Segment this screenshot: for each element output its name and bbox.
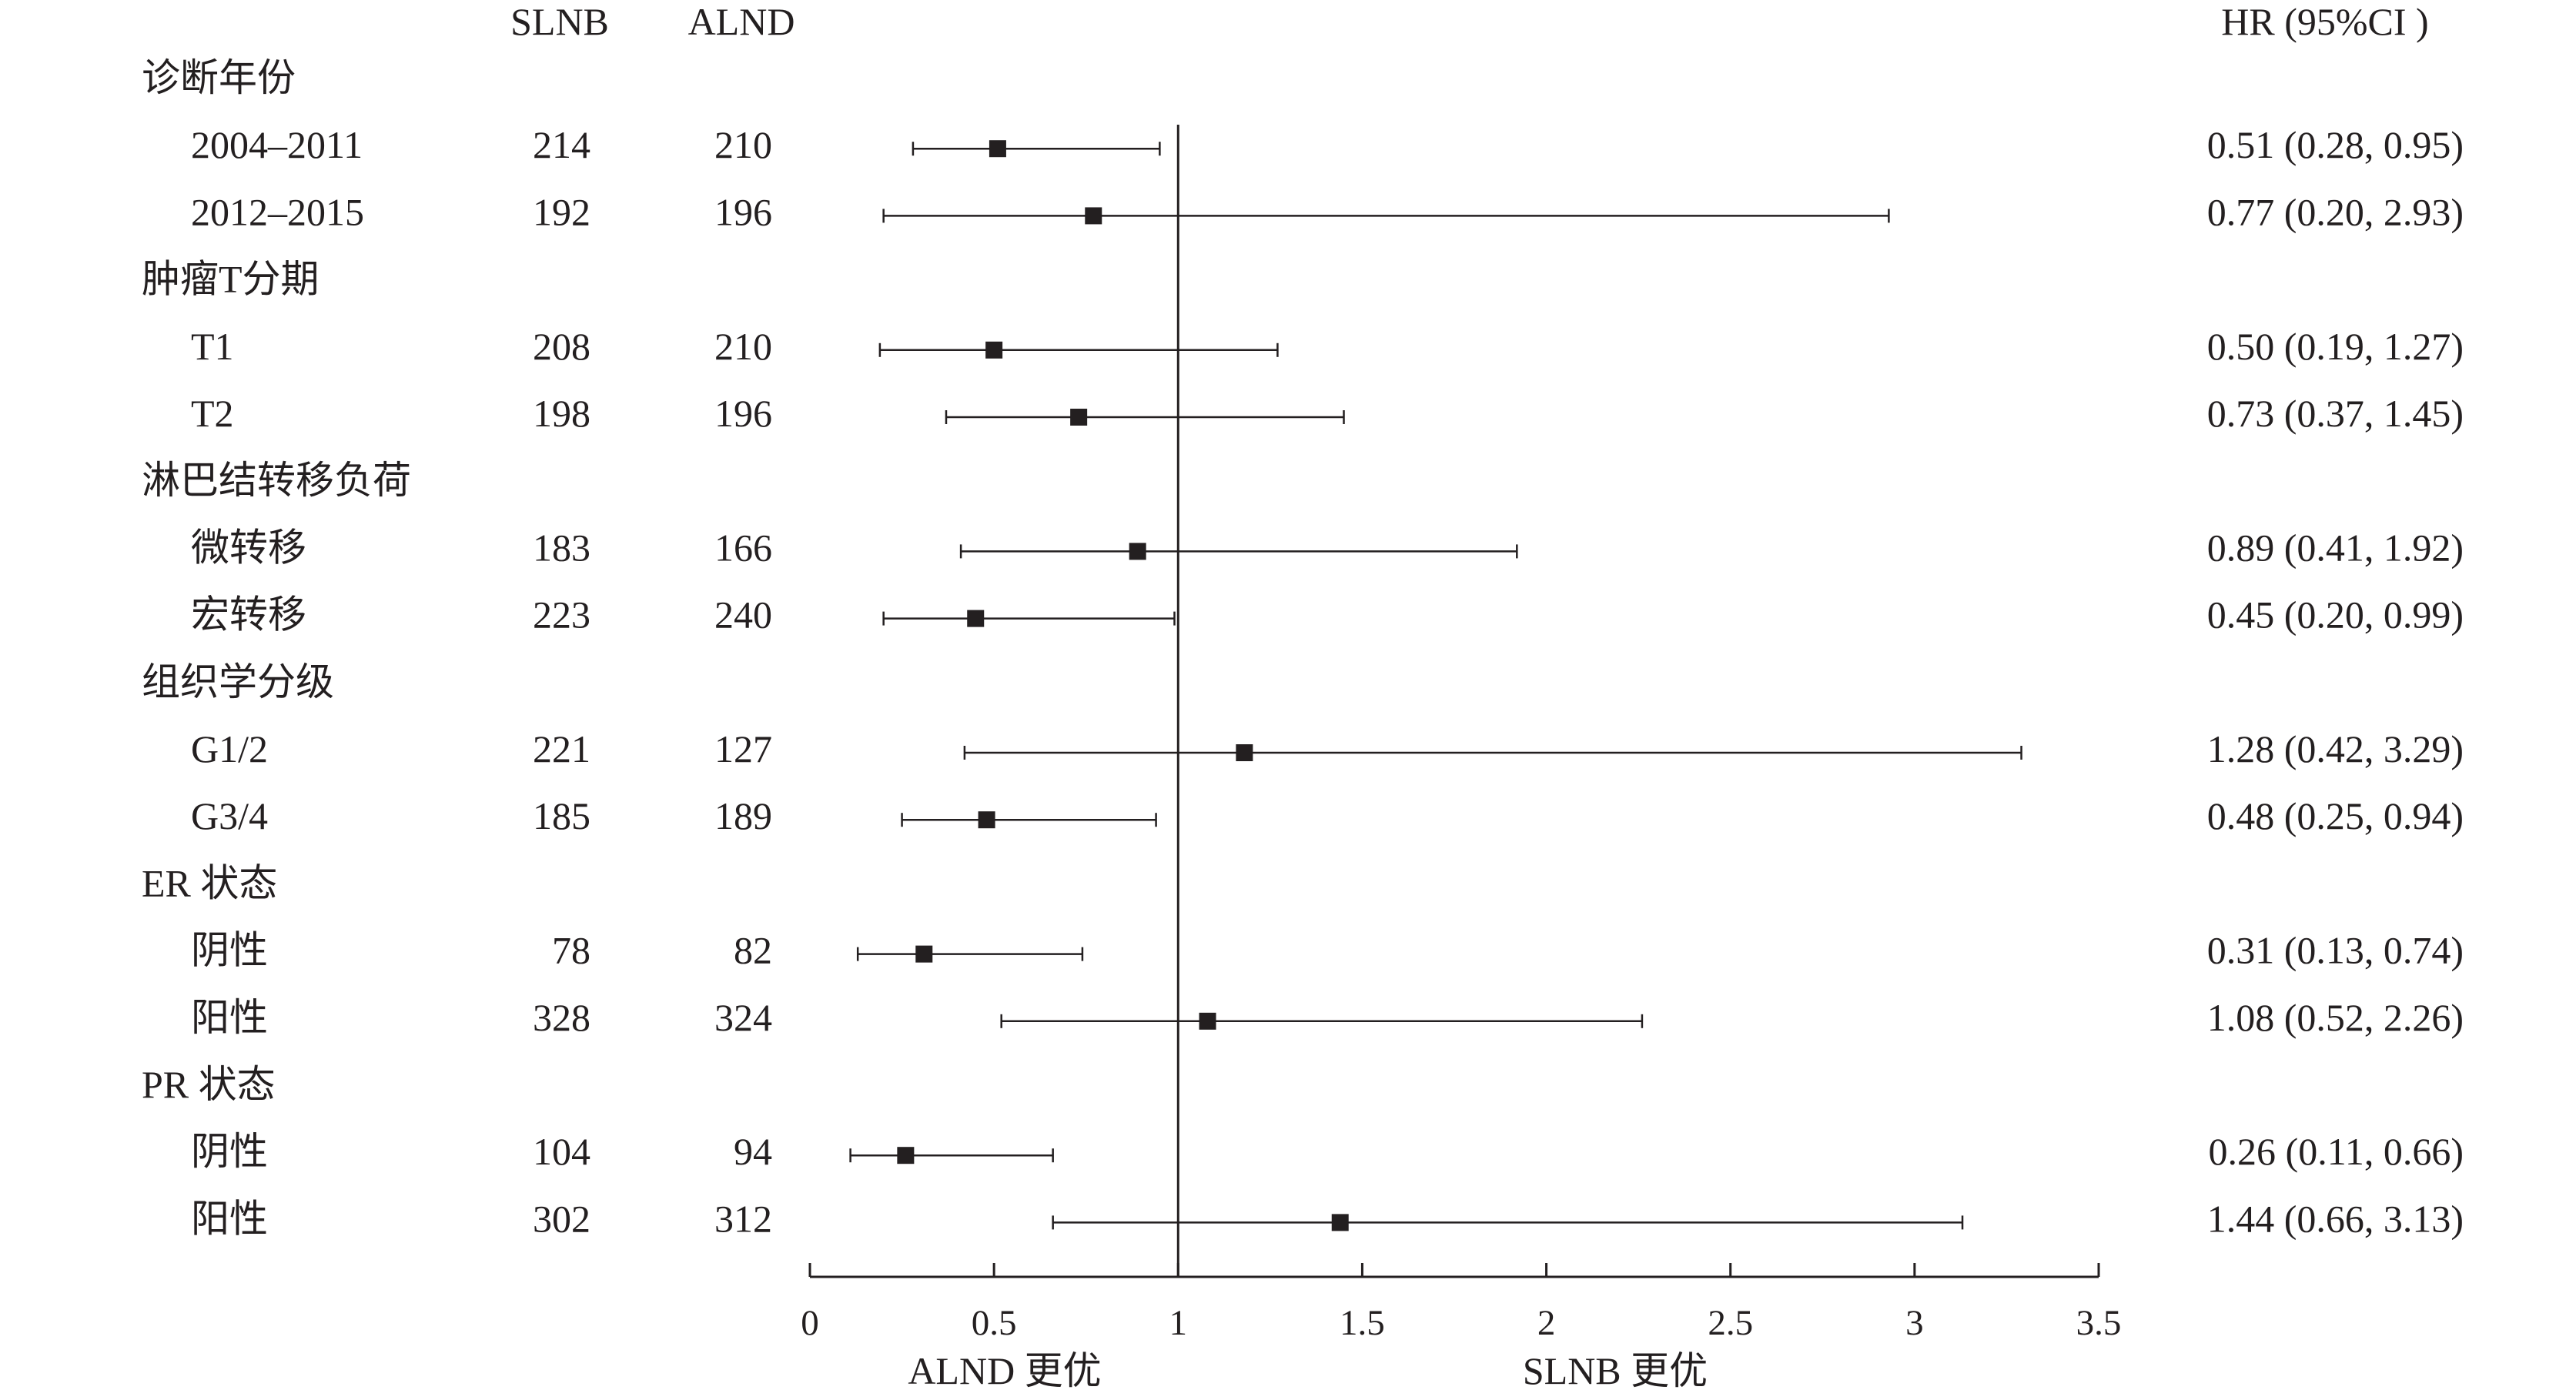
- xlabel-right: SLNB 更优: [1523, 1349, 1708, 1392]
- hr-point: [989, 140, 1006, 158]
- alnd-count: 196: [714, 190, 772, 233]
- hr-ci-text: 0.45 (0.20, 0.99): [2207, 593, 2464, 637]
- group-label: ER 状态: [142, 861, 277, 904]
- slnb-count: 198: [533, 392, 590, 435]
- row-label: 2012–2015: [191, 190, 364, 233]
- hr-point: [1129, 543, 1146, 560]
- x-tick-label: 0: [801, 1303, 819, 1343]
- group-label: PR 状态: [142, 1063, 276, 1106]
- hr-ci-text: 0.73 (0.37, 1.45): [2207, 392, 2464, 435]
- slnb-count: 78: [552, 929, 590, 972]
- alnd-count: 240: [714, 593, 772, 637]
- hr-ci-text: 0.48 (0.25, 0.94): [2207, 794, 2464, 837]
- hr-ci-text: 1.44 (0.66, 3.13): [2207, 1197, 2464, 1240]
- header-alnd: ALND: [688, 0, 795, 43]
- marks-layer: [849, 125, 2022, 1277]
- row-label: 微转移: [191, 526, 306, 569]
- x-tick-label: 2: [1537, 1303, 1556, 1343]
- header-slnb: SLNB: [510, 0, 609, 43]
- xlabel-left: ALND 更优: [908, 1349, 1101, 1392]
- alnd-count: 82: [734, 929, 772, 972]
- row-label: T1: [191, 325, 234, 368]
- x-tick-label: 1: [1169, 1303, 1188, 1343]
- x-tick-label: 3: [1905, 1303, 1924, 1343]
- group-label: 淋巴结转移负荷: [142, 459, 411, 502]
- slnb-count: 221: [533, 727, 590, 770]
- row-label: 阳性: [191, 1197, 268, 1240]
- slnb-count: 223: [533, 593, 590, 637]
- group-label: 组织学分级: [142, 660, 334, 703]
- hr-ci-text: 0.50 (0.19, 1.27): [2207, 325, 2464, 368]
- hr-ci-text: 0.77 (0.20, 2.93): [2207, 190, 2464, 233]
- hr-point: [967, 610, 985, 627]
- row-label: 阳性: [191, 996, 268, 1039]
- hr-ci-text: 1.28 (0.42, 3.29): [2207, 727, 2464, 770]
- x-tick-label: 2.5: [1708, 1303, 1753, 1343]
- rows-layer: 诊断年份 2004–2011 214 210 0.51 (0.28, 0.95) 2012…: [142, 56, 2464, 1240]
- header-hr: HR (95%CI ): [2221, 0, 2428, 43]
- row-label: G3/4: [191, 794, 268, 837]
- x-tick-label: 3.5: [2076, 1303, 2122, 1343]
- hr-point: [897, 1147, 915, 1164]
- slnb-count: 192: [533, 190, 590, 233]
- hr-ci-text: 1.08 (0.52, 2.26): [2207, 996, 2464, 1039]
- hr-point: [1331, 1214, 1349, 1231]
- hr-point: [1085, 207, 1102, 225]
- alnd-count: 196: [714, 392, 772, 435]
- x-tick-label: 1.5: [1340, 1303, 1385, 1343]
- alnd-count: 210: [714, 123, 772, 166]
- group-label: 诊断年份: [142, 56, 296, 99]
- row-label: 阴性: [191, 929, 268, 972]
- slnb-count: 214: [533, 123, 590, 166]
- row-label: T2: [191, 392, 234, 435]
- hr-point: [985, 341, 1003, 359]
- alnd-count: 210: [714, 325, 772, 368]
- slnb-count: 328: [533, 996, 590, 1039]
- alnd-count: 189: [714, 794, 772, 837]
- alnd-count: 166: [714, 526, 772, 569]
- hr-point: [1199, 1012, 1216, 1030]
- alnd-count: 127: [714, 727, 772, 770]
- row-label: 阴性: [191, 1130, 268, 1173]
- alnd-count: 324: [714, 996, 772, 1039]
- slnb-count: 104: [533, 1130, 590, 1173]
- hr-point: [1236, 744, 1253, 761]
- alnd-count: 312: [714, 1197, 772, 1240]
- hr-ci-text: 0.26 (0.11, 0.66): [2209, 1130, 2464, 1173]
- hr-point: [915, 945, 933, 963]
- x-axis: 0 0.5 1 1.5 2 2.5 3 3.5: [801, 1263, 2121, 1343]
- x-tick-label: 0.5: [972, 1303, 1017, 1343]
- row-label: 2004–2011: [191, 123, 363, 166]
- slnb-count: 208: [533, 325, 590, 368]
- row-label: 宏转移: [191, 593, 306, 637]
- hr-ci-text: 0.31 (0.13, 0.74): [2207, 929, 2464, 972]
- row-label: G1/2: [191, 727, 268, 770]
- hr-ci-text: 0.89 (0.41, 1.92): [2207, 526, 2464, 569]
- hr-point: [978, 811, 995, 829]
- slnb-count: 185: [533, 794, 590, 837]
- alnd-count: 94: [734, 1130, 772, 1173]
- slnb-count: 183: [533, 526, 590, 569]
- hr-point: [1070, 409, 1088, 426]
- hr-ci-text: 0.51 (0.28, 0.95): [2207, 123, 2464, 166]
- group-label: 肿瘤T分期: [142, 258, 319, 301]
- slnb-count: 302: [533, 1197, 590, 1240]
